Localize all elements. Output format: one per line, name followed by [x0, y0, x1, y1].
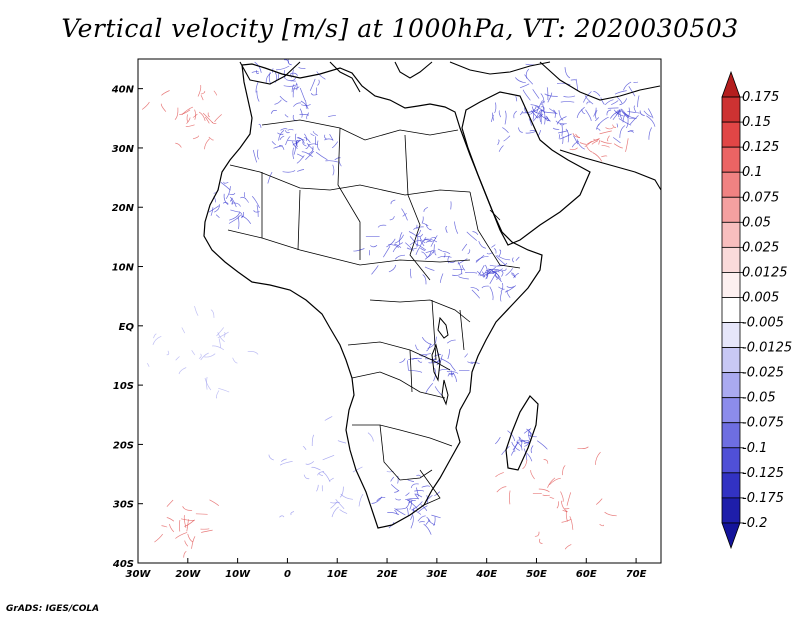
colorbar-label: -0.2 [742, 516, 767, 531]
y-tick-label: EQ [119, 322, 135, 333]
colorbar-segment [721, 447, 741, 474]
colorbar-label: 0.15 [742, 115, 771, 130]
colorbar-label: -0.125 [742, 466, 784, 481]
colorbar-segment [721, 372, 741, 399]
y-tick-label: 10N [112, 263, 135, 274]
colorbar-label: 0.0125 [742, 265, 788, 280]
colorbar-segment [721, 196, 741, 223]
colorbar-segment [721, 422, 741, 449]
y-tick-label: 30S [113, 500, 134, 511]
colorbar-segment [721, 347, 741, 374]
arabia-coastline [461, 91, 591, 246]
x-tick-label: 50E [526, 569, 547, 580]
asia-coastline [539, 61, 662, 191]
credit-text: GrADS: IGES/COLA [6, 604, 100, 614]
x-tick-label: 20W [175, 569, 201, 580]
colorbar: 0.175 0.15 0.125 0.1 0.075 0.05 0.025 0.0125 0.0… [721, 70, 792, 550]
colorbar-segment [721, 171, 741, 198]
x-tick-label: 10W [225, 569, 251, 580]
colorbar-label: 0.05 [742, 215, 771, 230]
y-tick-label: 20S [113, 440, 134, 451]
colorbar-segment [721, 397, 741, 424]
colorbar-label: -0.025 [742, 366, 784, 381]
colorbar-label: 0.025 [742, 240, 779, 255]
colorbar-segment [721, 146, 741, 173]
y-tick-label: 40S [112, 559, 134, 570]
colorbar-label: 0.075 [742, 190, 779, 205]
colorbar-label: -0.005 [742, 316, 784, 331]
colorbar-label: 0.005 [742, 290, 779, 305]
x-tick-label: 30W [126, 569, 152, 580]
x-tick-label: 40E [475, 569, 497, 580]
x-tick-label: 20E [377, 569, 398, 580]
country-borders [227, 119, 521, 506]
colorbar-segment [721, 297, 741, 323]
africa-coastline [203, 63, 543, 529]
y-axis: 40N 30N 20N 10N EQ 10S 20S 30S 40S [111, 85, 143, 570]
colorbar-segment [721, 472, 741, 499]
x-tick-label: 70E [626, 569, 647, 580]
colorbar-segment [721, 221, 741, 248]
colorbar-label: -0.0125 [742, 341, 792, 356]
colorbar-segment [721, 497, 741, 524]
x-axis: 30W 20W 10W 0 10E 20E 30E 40E 50E 60E 70E [126, 558, 647, 580]
y-tick-label: 30N [112, 144, 135, 155]
colorbar-segment [721, 121, 741, 148]
colorbar-label: -0.05 [742, 391, 776, 406]
y-tick-label: 20N [112, 203, 135, 214]
colorbar-label: -0.1 [742, 441, 767, 456]
colorbar-label: 0.125 [742, 140, 779, 155]
colorbar-segment [721, 96, 741, 123]
colorbar-segment [721, 272, 741, 298]
colorbar-label: 0.1 [742, 165, 763, 180]
plot-frame [137, 58, 662, 564]
y-tick-label: 10S [113, 381, 134, 392]
lakes [431, 316, 449, 406]
colorbar-label: -0.075 [742, 416, 784, 431]
x-tick-label: 60E [576, 569, 597, 580]
colorbar-label: -0.175 [742, 491, 784, 506]
x-tick-label: 0 [284, 569, 291, 580]
europe-coastline [239, 61, 551, 93]
x-tick-label: 10E [327, 569, 348, 580]
colorbar-segment [721, 322, 741, 348]
colorbar-segment [721, 246, 741, 273]
map-title: Vertical velocity [m/s] at 1000hPa, VT: … [61, 14, 739, 43]
velocity-field [141, 59, 656, 558]
y-tick-label: 40N [111, 85, 135, 96]
colorbar-segment [721, 70, 741, 98]
colorbar-segment [721, 522, 741, 550]
madagascar-coastline [505, 395, 539, 471]
x-tick-label: 30E [426, 569, 447, 580]
colorbar-label: 0.175 [742, 90, 779, 105]
